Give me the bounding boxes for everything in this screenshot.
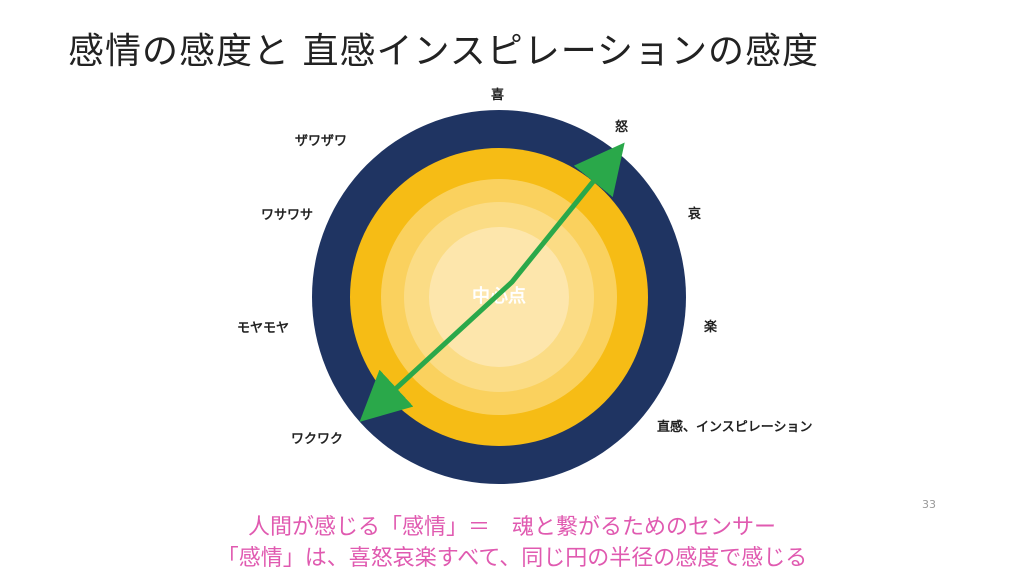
label-wakuwaku: ワクワク [291,432,344,447]
label-do: 怒 [615,120,629,135]
caption-line-2: 「感情」は、喜怒哀楽すべて、同じ円の半径の感度で感じる [216,546,808,571]
label-intuition: 直感、インスピレーション [657,420,813,435]
label-ki: 喜 [491,88,505,103]
caption-line-1: 人間が感じる「感情」＝ 魂と繋がるためのセンサー [247,515,776,540]
label-zawazawa: ザワザワ [295,134,348,149]
radius-arrow [359,142,625,422]
label-moyamoya: モヤモヤ [237,321,290,336]
label-raku: 楽 [704,320,718,335]
label-ai: 哀 [688,207,702,222]
page-number: 33 [922,498,936,511]
slide-title: 感情の感度と 直感インスピレーションの感度 [68,31,820,72]
label-wasawasa: ワサワサ [261,208,314,223]
